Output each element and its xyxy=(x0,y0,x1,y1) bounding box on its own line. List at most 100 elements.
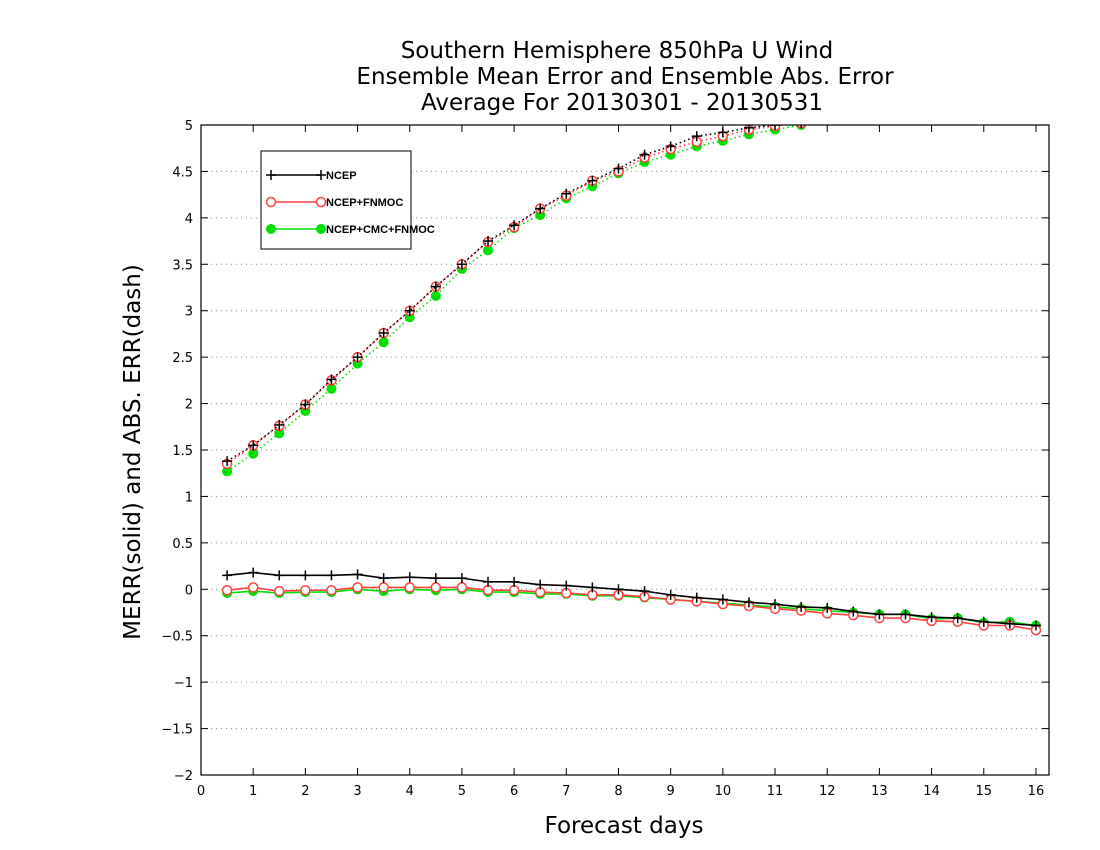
data-point-mean-error xyxy=(508,584,520,596)
data-point-mean-error xyxy=(822,602,833,613)
x-tick-label: 4 xyxy=(406,784,414,799)
data-point-abs-error xyxy=(509,220,520,231)
x-tick-label: 3 xyxy=(353,784,361,799)
data-point-mean-error xyxy=(404,572,415,583)
data-point-abs-error xyxy=(248,440,259,451)
plot-frame xyxy=(200,124,1050,776)
gridlines xyxy=(201,170,1049,730)
x-tick-label: 5 xyxy=(458,784,466,799)
series-line-abs-error xyxy=(226,125,787,462)
data-point-abs-error xyxy=(430,290,441,301)
x-tick-label: 7 xyxy=(562,784,570,799)
data-point-mean-error xyxy=(717,594,728,605)
data-point-mean-error xyxy=(587,582,598,593)
legend-item-ncep-fnmoc: NCEP+FNMOC xyxy=(265,196,403,209)
data-point-mean-error xyxy=(770,599,781,610)
x-axis: 0 1 2 3 4 5 6 7 8 9 10 11 12 13 14 15 16 xyxy=(197,125,1044,799)
data-point-abs-error xyxy=(770,125,781,130)
legend-item-ncep-cmc-fnmoc: NCEP+CMC+FNMOC xyxy=(266,224,435,236)
data-point-mean-error xyxy=(691,592,702,603)
data-point-abs-error xyxy=(352,352,363,363)
y-tick-label: 0 xyxy=(185,583,193,598)
data-point-mean-error xyxy=(561,580,572,591)
data-point-abs-error xyxy=(274,419,285,430)
data-point-mean-error xyxy=(352,569,363,580)
y-tick-label: 2.5 xyxy=(172,351,193,366)
data-point-mean-error xyxy=(352,582,363,593)
data-point-abs-error xyxy=(378,328,389,338)
legend-marker-right xyxy=(316,170,326,180)
data-point-abs-error xyxy=(717,127,728,138)
data-point-abs-error xyxy=(800,125,802,129)
data-point-mean-error xyxy=(978,616,989,627)
y-tick-label: 0.5 xyxy=(172,537,193,552)
y-tick-label: 4.5 xyxy=(172,165,193,180)
y-tick-label: −2 xyxy=(174,769,193,784)
x-tick-label: 9 xyxy=(667,784,675,799)
data-point-abs-error xyxy=(326,374,337,385)
data-point-mean-error xyxy=(743,597,754,608)
series-line-mean-error xyxy=(227,571,1037,627)
data-point-mean-error xyxy=(430,573,441,584)
legend-label: NCEP xyxy=(326,170,357,182)
y-tick-label: 5 xyxy=(185,119,193,134)
y-axis-title: MERR(solid) and ABS. ERR(dash) xyxy=(120,264,146,640)
x-tick-label: 6 xyxy=(510,784,518,799)
data-point-mean-error xyxy=(222,570,233,581)
data-point-mean-error xyxy=(848,606,859,617)
y-tick-label: 1 xyxy=(185,490,193,505)
data-point-mean-error xyxy=(300,584,311,596)
data-point-mean-error xyxy=(248,567,259,578)
legend-marker-right xyxy=(316,224,326,234)
x-tick-label: 14 xyxy=(923,784,940,799)
legend-item-ncep: NCEP xyxy=(266,170,357,182)
data-point-abs-error xyxy=(561,188,572,199)
data-point-mean-error xyxy=(247,582,259,593)
y-tick-label: 3.5 xyxy=(172,258,193,273)
x-tick-label: 8 xyxy=(614,784,622,799)
data-point-abs-error xyxy=(743,125,754,133)
data-point-mean-error xyxy=(874,609,885,620)
data-point-abs-error xyxy=(639,149,650,160)
legend-box xyxy=(260,150,412,250)
data-point-abs-error xyxy=(535,203,546,214)
data-point-abs-error xyxy=(483,236,494,247)
data-point-mean-error xyxy=(639,586,650,597)
legend-marker-left xyxy=(265,196,277,208)
chart-title: Southern Hemisphere 850hPa U Wind Ensemb… xyxy=(356,38,894,116)
data-point-mean-error xyxy=(665,589,676,600)
x-tick-label: 10 xyxy=(715,784,732,799)
data-point-mean-error xyxy=(509,576,520,587)
data-point-abs-error xyxy=(378,337,389,348)
y-tick-label: 4 xyxy=(185,212,193,227)
y-tick-label: 3 xyxy=(185,305,193,320)
y-tick-label: −0.5 xyxy=(161,630,193,645)
x-tick-label: 15 xyxy=(975,784,992,799)
data-point-mean-error xyxy=(1030,620,1041,631)
series-line-abs-error xyxy=(226,125,802,473)
data-point-mean-error xyxy=(926,612,937,623)
series-line-mean-error xyxy=(227,586,1037,631)
data-point-mean-error xyxy=(221,584,233,596)
data-point-mean-error xyxy=(274,585,285,597)
data-point-mean-error xyxy=(378,573,389,584)
data-point-mean-error xyxy=(952,613,963,624)
data-point-mean-error xyxy=(796,601,807,612)
data-point-abs-error xyxy=(691,131,702,142)
x-tick-label: 2 xyxy=(301,784,309,799)
x-tick-label: 0 xyxy=(197,784,205,799)
data-point-mean-error xyxy=(300,570,311,581)
y-tick-label: −1 xyxy=(174,676,193,691)
legend: NCEP NCEP+FNMOC NCEP+CMC+FNMOC xyxy=(260,150,435,250)
chart-title-line-3: Average For 20130301 - 20130531 xyxy=(421,90,823,116)
series-line-mean-error xyxy=(227,588,1037,627)
legend-label: NCEP+CMC+FNMOC xyxy=(326,224,435,236)
data-point-abs-error xyxy=(665,141,676,152)
data-point-mean-error xyxy=(378,582,389,593)
y-axis: −2 −1.5 −1 −0.5 0 0.5 1 1.5 2 2.5 3 3.5 4 4.5 5 xyxy=(161,119,1049,784)
data-point-mean-error xyxy=(456,582,468,593)
chart-title-line-2: Ensemble Mean Error and Ensemble Abs. Er… xyxy=(356,64,894,90)
x-axis-title: Forecast days xyxy=(545,813,704,839)
data-point-abs-error xyxy=(404,305,415,316)
